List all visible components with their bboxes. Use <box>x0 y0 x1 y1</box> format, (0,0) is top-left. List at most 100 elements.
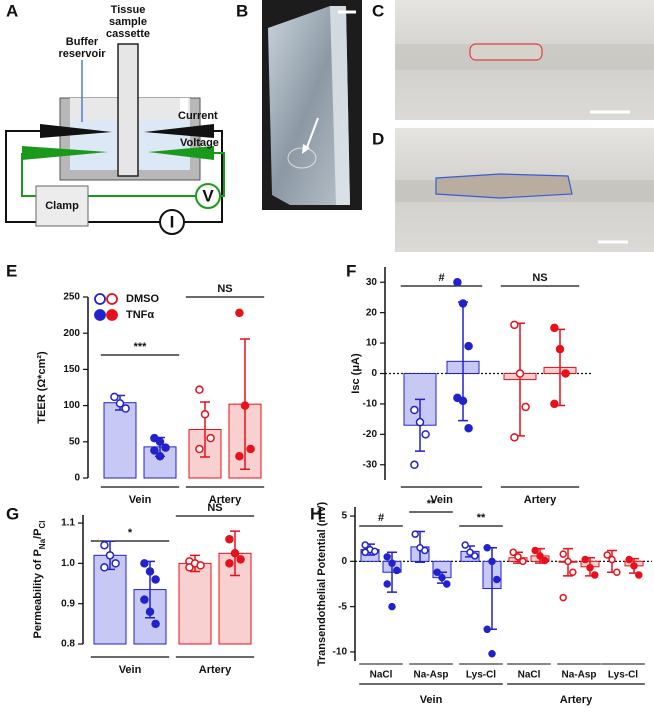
group-label: Vein <box>430 494 453 506</box>
data-point <box>510 320 519 330</box>
data-point <box>225 534 234 544</box>
y-tick-label: 200 <box>63 328 80 339</box>
data-point <box>236 555 245 564</box>
panel-letter: G <box>6 504 19 523</box>
data-point <box>145 607 155 616</box>
data-point <box>521 402 530 412</box>
voltage-wire <box>214 152 225 197</box>
y-axis-label: Isc (μA) <box>350 353 362 394</box>
voltage-electrode <box>148 146 214 160</box>
label: cassette <box>106 28 150 40</box>
data-point <box>536 552 544 560</box>
data-point <box>151 575 160 584</box>
y-tick-label: -20 <box>363 429 378 440</box>
data-point <box>488 557 496 566</box>
group-label: Artery <box>524 494 557 506</box>
label: Clamp <box>45 200 79 212</box>
data-point <box>206 433 215 443</box>
significance-label: *** <box>134 341 148 353</box>
y-axis-label-part: TEER (Ω*cm²) <box>36 351 48 424</box>
data-point <box>586 563 594 572</box>
label: Voltage <box>180 137 219 149</box>
data-point <box>488 650 496 658</box>
data-point <box>155 437 165 447</box>
subgroup-label: NaCl <box>370 670 393 681</box>
data-point <box>145 567 155 576</box>
data-point <box>458 299 468 308</box>
data-point <box>453 277 462 287</box>
data-point <box>110 392 119 402</box>
data-point <box>415 417 425 427</box>
y-tick-label: -5 <box>338 601 347 612</box>
data-point <box>509 548 517 557</box>
group-label: Vein <box>119 664 142 676</box>
data-point <box>559 593 567 602</box>
y-axis-label-part: Na <box>38 538 47 549</box>
data-point <box>235 308 244 318</box>
subgroup-label: Na-Asp <box>413 670 448 681</box>
group-label: Vein <box>420 694 443 706</box>
data-point <box>603 551 611 559</box>
data-point <box>433 568 441 576</box>
data-point <box>121 404 130 413</box>
label: I <box>170 212 175 231</box>
y-tick-label: -10 <box>333 647 348 658</box>
data-point <box>246 444 255 454</box>
y-tick-label: 1.0 <box>61 558 75 569</box>
bar <box>93 554 127 645</box>
data-point <box>510 433 519 442</box>
y-tick-label: 1.1 <box>61 518 75 529</box>
legend-marker <box>94 309 106 321</box>
y-axis-label: Transendothelial Potential (mV) <box>316 501 328 666</box>
data-point <box>161 443 170 452</box>
data-point <box>613 568 621 576</box>
y-tick-label: 250 <box>63 292 80 303</box>
legend-label: TNFα <box>126 309 154 321</box>
y-tick-label: 10 <box>366 338 378 349</box>
panel-d: D <box>372 128 654 252</box>
data-point <box>421 546 429 555</box>
data-point <box>561 369 570 378</box>
panel-letter: F <box>346 261 356 280</box>
group-label: Artery <box>560 694 593 706</box>
data-point <box>461 541 469 549</box>
significance-label: # <box>438 272 444 284</box>
data-point <box>410 405 419 415</box>
y-tick-label: 5 <box>341 511 347 522</box>
data-point <box>411 530 419 538</box>
y-axis-label: TEER (Ω*cm²) <box>36 351 48 424</box>
data-point <box>151 619 160 629</box>
y-axis-label-part: /P <box>32 529 44 539</box>
data-point <box>388 602 396 611</box>
data-point <box>531 546 539 555</box>
data-point <box>555 344 565 354</box>
significance-label: ** <box>477 512 486 524</box>
data-point <box>195 385 204 394</box>
data-point <box>105 551 115 560</box>
current-wire <box>184 130 223 223</box>
data-point <box>466 548 474 557</box>
data-point <box>581 555 589 564</box>
legend-label: DMSO <box>126 293 159 305</box>
data-point <box>410 460 419 470</box>
ammeter <box>159 209 185 235</box>
data-point <box>541 556 549 565</box>
current-electrode <box>40 124 112 138</box>
y-tick-label: 100 <box>63 400 80 411</box>
y-tick-label: 150 <box>63 364 80 375</box>
panel-letter: A <box>6 1 18 20</box>
legend-marker <box>106 309 118 321</box>
y-tick-label: 0.8 <box>61 639 75 650</box>
data-point <box>196 561 205 570</box>
label: V <box>202 186 214 205</box>
data-point <box>185 563 194 572</box>
panel-letter: C <box>372 1 384 20</box>
data-point <box>200 410 210 419</box>
tissue-outline <box>469 43 543 61</box>
y-tick-label: -30 <box>363 459 378 470</box>
data-point <box>361 541 369 549</box>
data-point <box>464 424 473 433</box>
y-axis-label-part: Cl <box>38 521 47 529</box>
data-point <box>464 341 473 351</box>
